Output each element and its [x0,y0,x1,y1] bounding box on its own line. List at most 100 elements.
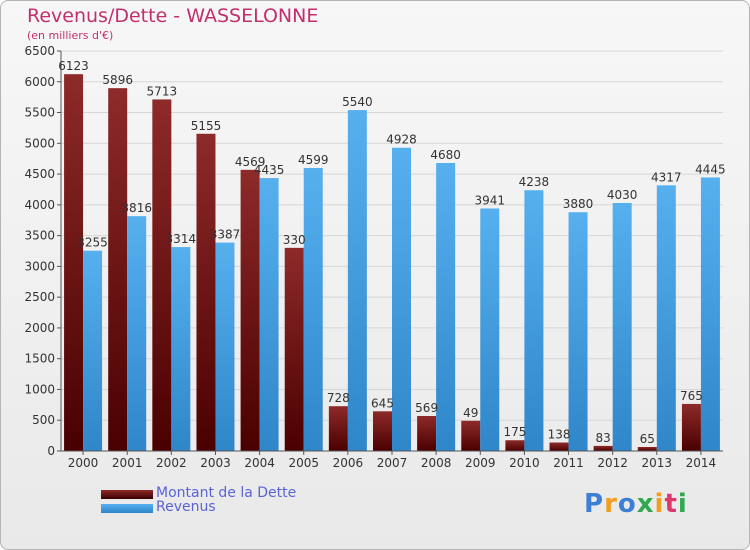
bar-debt-2011 [549,442,569,451]
value-label-debt-2012: 83 [596,431,611,445]
y-tick-label: 2000 [24,321,55,335]
bar-revenue-2008 [436,163,456,451]
y-tick-label: 500 [32,413,55,427]
chart-subtitle: (en milliers d'€) [27,29,114,42]
bar-revenue-2009 [480,208,500,451]
proxiti-logo: Proxiti [584,489,688,519]
y-tick-label: 0 [47,444,55,458]
value-label-debt-2010: 175 [503,425,526,439]
logo-letter: t [664,489,678,519]
bar-debt-2008 [417,415,437,451]
value-label-revenue-2004: 4435 [254,163,285,177]
x-tick-label-2004: 2004 [244,456,275,470]
bar-revenue-2005 [303,167,323,451]
x-tick-label-2008: 2008 [421,456,452,470]
bar-debt-2004 [240,169,260,452]
y-tick-label: 6500 [24,44,55,58]
logo-letter: i [677,489,688,519]
bar-debt-2010 [505,440,525,451]
bar-debt-2001 [108,88,128,452]
bar-debt-2003 [196,133,216,451]
x-tick-label-2013: 2013 [642,456,673,470]
bar-revenue-2006 [347,110,367,452]
bar-revenue-2004 [259,178,279,452]
value-label-debt-2011: 138 [548,428,571,442]
value-label-debt-2005: 330 [283,233,306,247]
bar-debt-2000 [64,74,84,451]
legend-swatch-debt [101,490,153,499]
logo-letter: i [654,489,665,519]
x-tick-label-2011: 2011 [553,456,584,470]
x-tick-label-2002: 2002 [156,456,187,470]
value-label-revenue-2014: 4445 [695,162,726,176]
x-tick-label-2000: 2000 [68,456,99,470]
x-axis: 2000 2001 2002 2003 2004 2005 2006 2007 2008 2009… [61,450,723,470]
value-label-revenue-2003: 3387 [210,228,241,242]
value-label-debt-2008: 569 [415,401,438,415]
bar-revenue-2011 [568,212,588,451]
value-label-revenue-2008: 4680 [430,148,461,162]
bar-revenue-2007 [392,147,411,451]
bar-debt-2005 [284,247,304,451]
bar-debt-2007 [373,411,392,451]
bar-revenue-2001 [127,216,147,451]
x-tick-label-2001: 2001 [112,456,143,470]
x-tick-label-2014: 2014 [686,456,717,470]
value-label-debt-2003: 5155 [191,119,222,133]
value-label-revenue-2000: 3255 [77,236,108,250]
value-label-revenue-2002: 3314 [166,232,197,246]
value-label-debt-2009: 49 [463,406,478,420]
value-label-revenue-2012: 4030 [607,188,638,202]
legend-label-debt: Montant de la Dette [156,485,297,501]
bar-debt-2009 [461,420,481,451]
value-label-debt-2014: 765 [680,389,703,403]
bar-revenue-2002 [171,247,191,451]
logo-letter: x [636,489,655,519]
x-tick-label-2009: 2009 [465,456,496,470]
logo-letter: o [617,489,637,519]
y-tick-label: 5500 [24,106,55,120]
value-label-revenue-2009: 3941 [474,193,505,207]
bar-revenue-2013 [656,185,676,452]
bar-debt-2012 [593,445,613,451]
y-tick-label: 3500 [24,229,55,243]
y-tick-label: 3000 [24,259,55,273]
value-label-revenue-2001: 3816 [121,201,152,215]
y-tick-label: 4000 [24,198,55,212]
bars [64,74,720,452]
value-label-debt-2002: 5713 [147,84,178,98]
y-tick-label: 1500 [24,352,55,366]
y-tick-label: 2500 [24,290,55,304]
value-label-revenue-2006: 5540 [342,95,373,109]
bar-revenue-2010 [524,190,544,451]
x-tick-label-2005: 2005 [288,456,319,470]
y-tick-label: 4500 [24,167,55,181]
bar-debt-2013 [637,447,657,451]
value-label-revenue-2011: 3880 [563,197,594,211]
bar-debt-2002 [152,99,172,451]
bar-revenue-2003 [215,242,235,451]
y-axis: 0 500 1000 1500 2000 2500 3000 3500 4000 4500 5000… [24,44,62,458]
y-tick-label: 1000 [24,382,55,396]
legend-label-revenue: Revenus [156,499,216,515]
value-label-revenue-2010: 4238 [519,175,550,189]
value-label-debt-2007: 645 [371,396,394,410]
value-labels: 6123 3255 5896 3816 5713 3314 5155 3387 45694435… [58,59,725,446]
y-tick-label: 6000 [24,75,55,89]
value-label-debt-2006: 728 [327,391,350,405]
bar-debt-2006 [328,406,348,451]
chart-title: Revenus/Dette - WASSELONNE [27,5,319,27]
value-label-revenue-2005: 4599 [298,153,329,167]
x-tick-label-2012: 2012 [597,456,628,470]
value-label-debt-2013: 65 [640,432,655,446]
bar-debt-2014 [681,403,701,451]
value-label-revenue-2013: 4317 [651,170,682,184]
y-tick-label: 5000 [24,136,55,150]
bar-revenue-2000 [83,250,103,451]
logo-letter: r [604,489,618,519]
logo-letter: P [584,489,605,519]
x-tick-label-2006: 2006 [333,456,364,470]
legend-swatch-revenue [101,504,153,513]
